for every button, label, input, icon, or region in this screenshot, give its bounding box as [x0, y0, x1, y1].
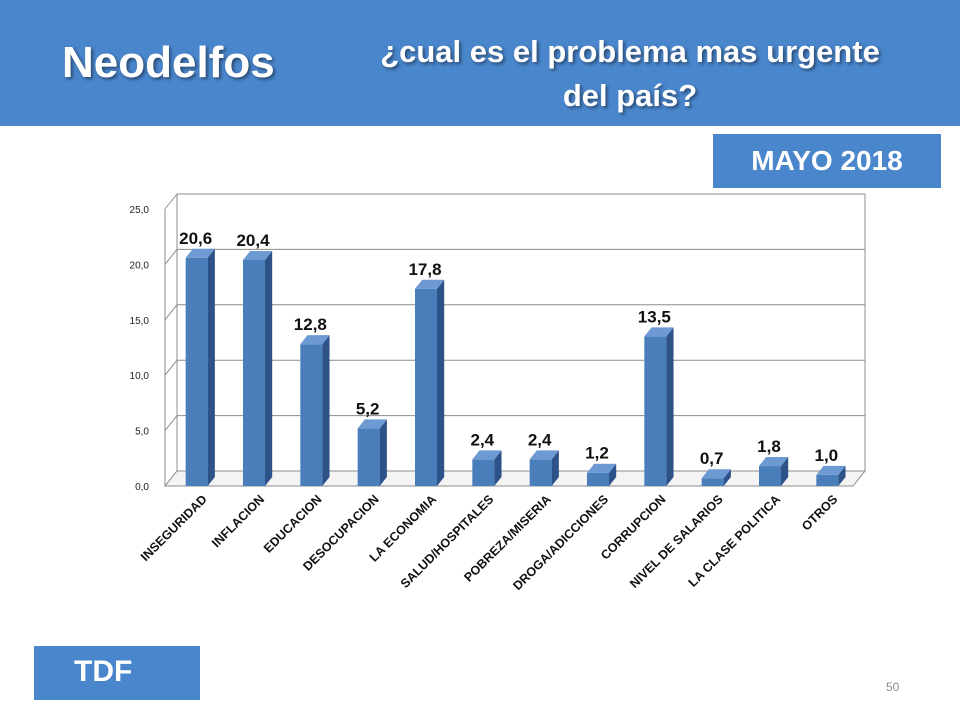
bar-top — [816, 465, 846, 475]
bar-top — [472, 450, 502, 460]
data-label: 17,8 — [408, 260, 441, 279]
bar — [701, 469, 731, 486]
data-label: 20,4 — [236, 231, 270, 250]
bar-front — [816, 474, 839, 486]
category-label: DROGA/ADICCIONES — [510, 492, 611, 593]
footer-badge: TDF — [34, 646, 200, 700]
bar — [816, 465, 846, 486]
category-label: EDUCACION — [261, 492, 324, 555]
bar-top — [185, 248, 215, 258]
data-label: 0,7 — [700, 449, 724, 468]
data-label: 1,0 — [815, 446, 839, 465]
bar — [185, 248, 215, 486]
category-label: SALUD/HOSPITALES — [398, 492, 497, 591]
bar-side — [207, 248, 215, 486]
header-banner: Neodelfos ¿cual es el problema mas urgen… — [0, 0, 960, 126]
category-label: INSEGURIDAD — [138, 492, 210, 564]
y-tick-label: 5,0 — [135, 427, 149, 438]
gridline-side — [164, 304, 178, 321]
gridline-side — [164, 249, 178, 265]
bar — [587, 463, 617, 486]
bar-side — [838, 465, 846, 486]
bar — [415, 279, 445, 486]
bar — [357, 419, 387, 486]
gridline-side — [164, 193, 178, 210]
y-tick-label: 15,0 — [130, 316, 150, 327]
bar-chart: 0,0 5,0 10,0 15,0 20,0 25,0 20,6 INSEGURIDAD 20… — [130, 193, 867, 593]
bar-front — [759, 466, 781, 486]
data-label: 12,8 — [294, 315, 327, 334]
bar-layer — [185, 248, 846, 486]
bar-front — [185, 257, 208, 486]
bar-front — [357, 428, 380, 486]
y-tick-label: 20,0 — [130, 260, 150, 271]
page-number: 50 — [886, 680, 900, 694]
bar-top — [300, 335, 330, 345]
data-label: 1,8 — [757, 437, 781, 456]
bar-top — [529, 450, 559, 460]
bar — [529, 450, 559, 486]
gridline-side — [164, 415, 178, 431]
bar-side — [666, 327, 674, 486]
question-line-1: ¿cual es el problema mas urgente — [380, 34, 880, 69]
bar-side — [379, 419, 387, 486]
bar-side — [551, 450, 559, 486]
data-label: 2,4 — [528, 430, 552, 449]
data-label: 1,2 — [585, 444, 609, 463]
bar-side — [781, 457, 789, 486]
bar-top — [701, 469, 731, 479]
date-badge: MAYO 2018 — [713, 134, 941, 188]
bar — [243, 250, 273, 486]
bar-side — [265, 250, 273, 486]
bar-front — [415, 288, 437, 486]
y-tick-label: 25,0 — [130, 205, 150, 216]
bar — [644, 327, 674, 486]
bar-front — [472, 459, 495, 486]
bar-top — [759, 457, 789, 467]
category-label: NIVEL DE SALARIOS — [627, 492, 726, 591]
brand-title: Neodelfos — [62, 38, 275, 87]
bar-side — [437, 279, 445, 486]
bar-side — [322, 335, 330, 486]
category-label: INFLACION — [209, 492, 267, 550]
gridline-side — [164, 359, 178, 376]
bar-front — [243, 259, 265, 486]
bar-front — [587, 472, 609, 486]
chart-floor — [163, 470, 867, 487]
bar — [472, 450, 502, 486]
bar-side — [609, 463, 617, 486]
bar-side — [494, 450, 502, 486]
bar-top — [357, 419, 387, 429]
grid-layer: 0,0 5,0 10,0 15,0 20,0 25,0 — [130, 193, 867, 493]
question-line-2: del país? — [562, 78, 698, 113]
data-label: 20,6 — [179, 229, 212, 248]
bar-side — [723, 469, 731, 486]
bar-top — [415, 279, 445, 289]
bar — [300, 335, 330, 486]
question-title: ¿cual es el problema mas urgente del paí… — [332, 30, 928, 118]
data-label: 2,4 — [471, 430, 495, 449]
bar-front — [529, 459, 552, 486]
bar-front — [300, 344, 323, 486]
bar-front — [701, 478, 724, 486]
bar — [759, 457, 789, 486]
category-label: OTROS — [799, 492, 840, 533]
bar-top — [243, 250, 273, 260]
bar-front — [644, 336, 667, 486]
bar-top — [644, 327, 674, 337]
data-label: 13,5 — [638, 307, 671, 326]
y-tick-label: 0,0 — [135, 482, 149, 493]
bar-top — [587, 463, 617, 473]
data-label: 5,2 — [356, 399, 380, 418]
y-tick-label: 10,0 — [130, 371, 150, 382]
